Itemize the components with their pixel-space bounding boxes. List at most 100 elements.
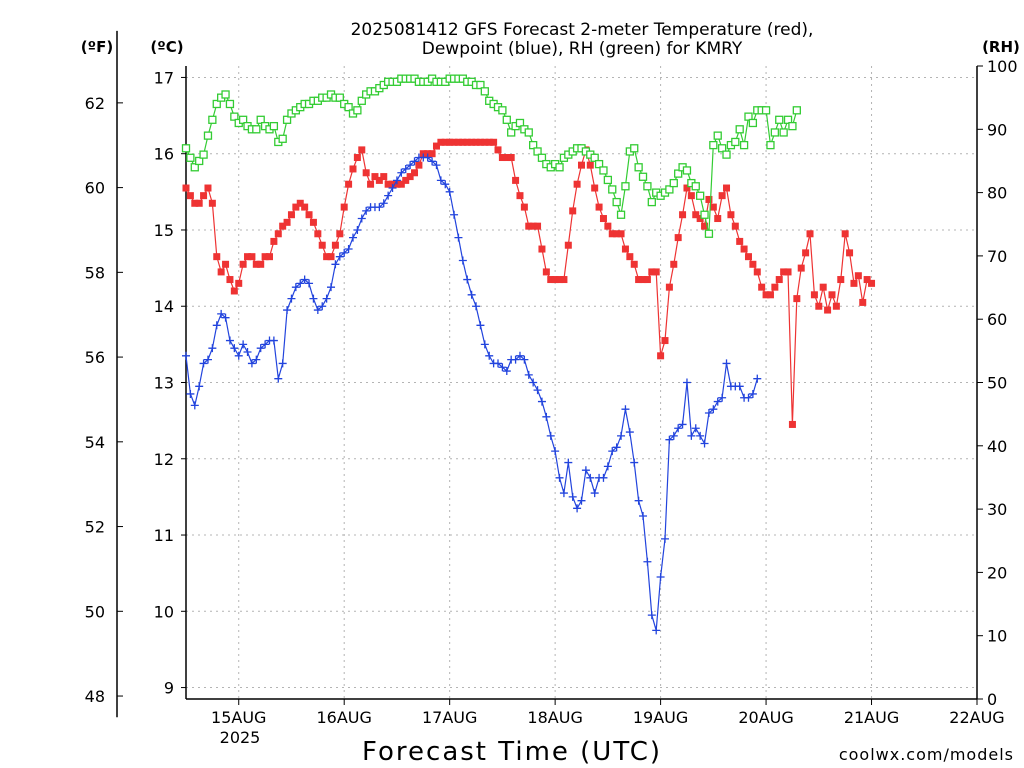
temperature-point xyxy=(371,173,379,181)
rh-point xyxy=(480,87,489,96)
celsius-tick-label: 10 xyxy=(154,602,174,621)
temperature-point xyxy=(226,276,234,284)
dewpoint-point xyxy=(564,458,573,467)
rh-point xyxy=(775,115,784,124)
dewpoint-point xyxy=(450,210,459,219)
dewpoint-point xyxy=(542,412,551,421)
dewpoint-point xyxy=(630,458,639,467)
temperature-point xyxy=(727,211,735,219)
series-layer xyxy=(181,74,876,635)
dewpoint-point xyxy=(397,168,406,177)
temperature-point xyxy=(859,298,867,306)
temperature-point xyxy=(591,184,599,192)
rh-tick-label: 100 xyxy=(987,57,1018,76)
dewpoint-point xyxy=(603,462,612,471)
dewpoint-point xyxy=(296,279,305,288)
fahrenheit-tick-label: 52 xyxy=(85,518,105,537)
temperature-point xyxy=(261,253,269,261)
rh-point xyxy=(788,121,797,131)
temperature-point xyxy=(696,215,704,223)
rh-point xyxy=(792,106,801,115)
temperature-point xyxy=(195,199,203,207)
temperature-point xyxy=(788,420,796,428)
dewpoint-point xyxy=(203,355,212,364)
dewpoint-point xyxy=(300,275,309,284)
temperature-point xyxy=(784,268,792,276)
celsius-tick-label: 16 xyxy=(154,145,174,164)
dewpoint-point xyxy=(515,351,524,360)
dewpoint-point xyxy=(678,420,687,429)
rh-point xyxy=(590,153,599,162)
series-temperature xyxy=(182,138,876,428)
series-dewpoint xyxy=(182,153,762,635)
dewpoint-point xyxy=(208,344,217,353)
dewpoint-point xyxy=(625,428,634,437)
temperature-point xyxy=(411,169,419,177)
temperature-point xyxy=(327,253,335,261)
temperature-point xyxy=(573,180,581,188)
year-label: 2025 xyxy=(220,728,261,747)
rh-point xyxy=(783,115,793,124)
rh-point xyxy=(529,140,538,150)
temperature-point xyxy=(186,192,194,200)
dewpoint-point xyxy=(568,492,577,501)
dewpoint-point xyxy=(401,164,410,173)
credit-label: coolwx.com/models xyxy=(839,745,1014,764)
temperature-point xyxy=(824,306,832,314)
temperature-point xyxy=(463,138,471,146)
temperature-point xyxy=(802,249,810,257)
dewpoint-point xyxy=(340,248,349,257)
dewpoint-point xyxy=(217,309,226,318)
dewpoint-point xyxy=(687,431,696,440)
temperature-point xyxy=(353,154,361,162)
temperature-point xyxy=(762,291,770,299)
temperature-point xyxy=(472,138,480,146)
dewpoint-point xyxy=(511,355,520,364)
dewpoint-point xyxy=(476,321,485,330)
dewpoint-point xyxy=(463,275,472,284)
rh-point xyxy=(779,128,788,137)
dewpoint-point xyxy=(691,424,700,433)
rh-point xyxy=(252,125,261,134)
temperature-point xyxy=(806,230,814,238)
x-tick-label: 19AUG xyxy=(633,708,688,727)
temperature-point xyxy=(252,260,260,268)
rh-point xyxy=(195,156,204,166)
temperature-point xyxy=(494,146,502,154)
dewpoint-point xyxy=(621,405,630,414)
temperature-point xyxy=(406,173,414,181)
temperature-point xyxy=(362,169,370,177)
dewpoint-point xyxy=(700,439,709,448)
rh-point xyxy=(638,172,648,181)
temperature-point xyxy=(758,283,766,291)
temperature-point xyxy=(810,291,818,299)
dewpoint-point xyxy=(529,378,538,387)
x-tick-label: 15AUG xyxy=(211,708,266,727)
temperature-point xyxy=(204,184,212,192)
celsius-tick-label: 17 xyxy=(154,68,174,87)
temperature-point xyxy=(674,234,682,242)
dewpoint-point xyxy=(656,572,665,581)
temperature-point xyxy=(498,154,506,162)
rh-point xyxy=(269,121,279,131)
dewpoint-point xyxy=(537,397,546,406)
celsius-tick-label: 14 xyxy=(154,297,174,316)
temperature-point xyxy=(432,142,440,150)
temperature-point xyxy=(630,260,638,268)
temperature-point xyxy=(516,192,524,200)
rh-point xyxy=(502,115,511,124)
fahrenheit-tick-label: 54 xyxy=(85,433,105,452)
dewpoint-point xyxy=(590,489,599,498)
temperature-point xyxy=(525,222,533,230)
dewpoint-point xyxy=(291,283,300,292)
rh-point xyxy=(735,125,744,134)
dewpoint-point xyxy=(274,374,283,383)
rh-point xyxy=(669,178,678,188)
celsius-tick-label: 15 xyxy=(154,221,174,240)
dewpoint-point xyxy=(225,336,234,345)
dewpoint-point xyxy=(494,359,503,368)
dewpoint-point xyxy=(441,180,450,189)
rh-point xyxy=(282,115,292,124)
rh-point xyxy=(717,144,727,153)
rh-tick-label: 70 xyxy=(987,247,1007,266)
